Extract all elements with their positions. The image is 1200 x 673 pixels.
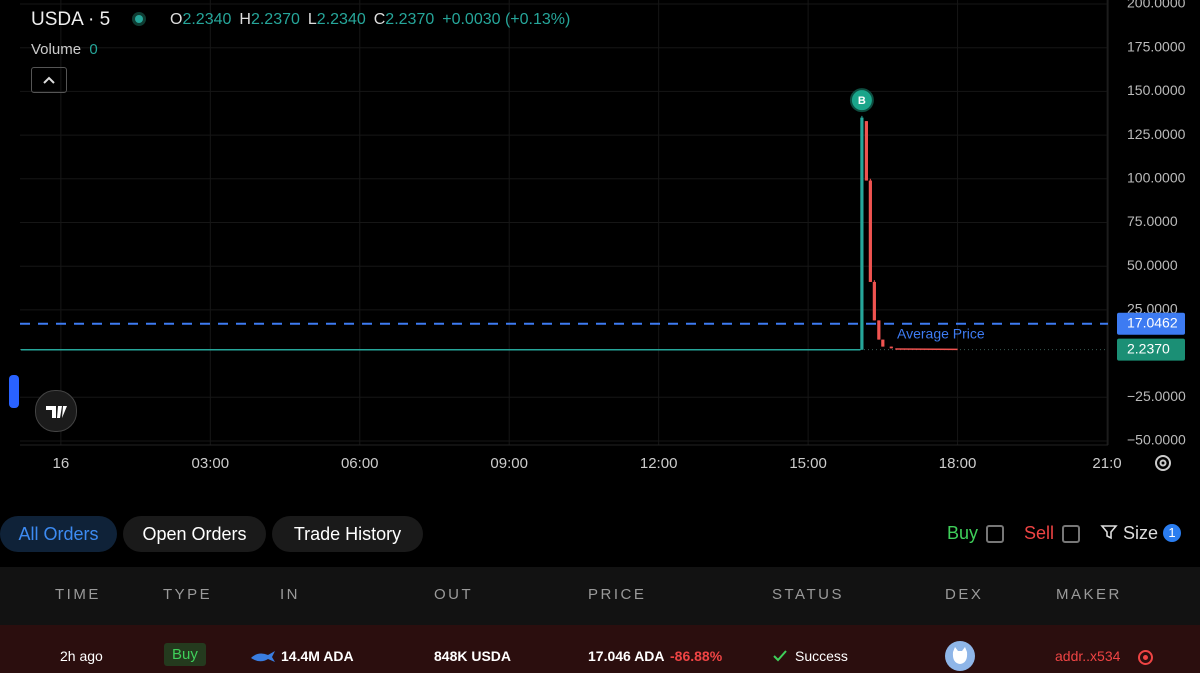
y-tick-label: 150.0000 [1127,82,1186,98]
average-price-text: Average Price [897,325,985,341]
buy-marker [849,88,874,113]
tab[interactable]: Open Orders [123,516,266,552]
column-header: DEX [945,586,984,603]
ohlc: O2.2340 H2.2370 L2.2340 C2.2370 +0.0030 (+0.… [170,11,570,29]
candle-body [877,320,881,340]
maker[interactable]: addr..x534 [1055,648,1121,664]
size-label: Size [1123,523,1159,543]
x-tick-label: 03:00 [192,455,230,472]
symbol: USDA · 5 [31,9,111,30]
candle-body [868,180,872,282]
whale-icon [250,650,276,669]
y-tick-label: 175.0000 [1127,38,1186,54]
buy-marker-label: B [858,95,866,107]
buy-label: Buy [947,523,979,543]
check-icon [772,649,788,668]
size-badge: 1 [1163,524,1182,542]
size-filter[interactable]: Size 1 [1100,523,1182,544]
buy-filter[interactable]: Buy [947,523,1005,544]
ohlc-value: 2.2370 [385,11,435,28]
sell-label: Sell [1024,523,1055,543]
candle-body [872,281,876,321]
last-price-tag [1117,338,1185,361]
status-dot [132,12,146,26]
ohlc-key: C [373,11,386,28]
time: 2h ago [60,648,103,664]
candle-body [864,121,868,181]
y-tick-label: −50.0000 [1127,432,1186,448]
x-tick-label: 09:00 [490,455,528,472]
average-price-label: 17.0462 [1127,314,1178,330]
out-amount: 848K USDA [434,648,512,664]
type-badge: Buy [164,643,206,666]
candle-body [889,346,893,349]
y-tick-label: 125.0000 [1127,126,1186,142]
x-tick-label: 06:00 [341,455,379,472]
volume-label: Volume [31,41,82,58]
column-header: OUT [434,586,474,603]
price: 17.046 ADA [588,648,665,664]
ohlc-value: 2.2340 [182,11,232,28]
table-header [0,567,1200,625]
candle-body [860,117,864,350]
tab[interactable]: Trade History [272,516,423,552]
settings-icon[interactable] [1153,453,1173,478]
in-amount: 14.4M ADA [281,648,354,664]
price-chart: 16 03:00 06:00 09:00 12:00 15:00 18:00 21:0 200.… [20,0,1186,472]
average-price-tag [1117,312,1185,335]
y-tick-label: 75.0000 [1127,213,1178,229]
last-price-label: 2.2370 [1127,340,1170,356]
column-header: STATUS [772,586,844,603]
ohlc-key: L [307,11,317,28]
side-toggle[interactable] [9,375,19,408]
y-tick-label: 50.0000 [1127,257,1178,273]
column-header: TYPE [163,586,213,603]
x-tick-label: 15:00 [789,455,827,472]
ohlc-key: H [239,11,251,28]
x-tick-label: 16 [53,455,70,472]
volume: Volume 0 [31,41,98,58]
column-header: PRICE [588,586,647,603]
ohlc-value: 2.2340 [316,11,366,28]
column-header: MAKER [1056,586,1122,603]
link-icon[interactable] [1138,650,1153,665]
x-tick-label: 18:00 [939,455,977,472]
y-tick-label: 200.0000 [1127,0,1186,11]
sell-filter[interactable]: Sell [1024,523,1081,544]
ohlc-key: O [170,11,183,28]
volume-value: 0 [89,41,98,58]
y-tick-label: −25.0000 [1127,388,1186,404]
price-change: -86.88% [670,648,723,664]
tv-logo [35,390,77,432]
status: Success [795,648,848,664]
y-tick-label: 25.0000 [1127,301,1178,317]
tab[interactable]: All Orders [0,516,117,552]
x-tick-label: 12:00 [640,455,678,472]
column-header: IN [280,586,300,603]
collapse-button[interactable] [31,67,67,93]
dex-icon [945,641,975,671]
change: +0.0030 (+0.13%) [442,11,571,28]
column-header: TIME [55,586,101,603]
candle-body [881,339,885,347]
ohlc-value: 2.2370 [250,11,300,28]
x-tick-label: 21:0 [1092,455,1121,472]
y-tick-label: 100.0000 [1127,170,1186,186]
